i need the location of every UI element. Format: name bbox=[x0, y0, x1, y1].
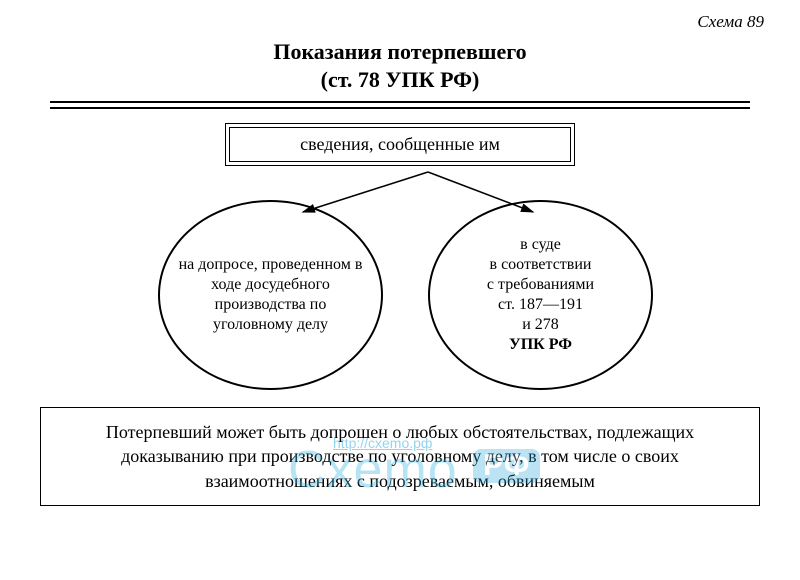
ellipse-right-line-3: ст. 187—191 bbox=[498, 296, 583, 313]
ellipse-interrogation: на допросе, проведенном в ходе досудебно… bbox=[158, 200, 383, 390]
ellipse-right-text: в суде в соответствии с требованиями ст.… bbox=[487, 235, 594, 355]
arrow-left bbox=[303, 172, 428, 212]
ellipse-left-text: на допросе, проведенном в ходе досудебно… bbox=[178, 255, 363, 335]
summary-text: Потерпевший может быть допрошен о любых … bbox=[106, 422, 694, 491]
page-title: Показания потерпевшего (ст. 78 УПК РФ) bbox=[28, 38, 772, 93]
ellipse-right-bold: УПК РФ bbox=[509, 336, 572, 353]
source-box: сведения, сообщенные им bbox=[229, 127, 571, 162]
ellipse-right-line-2: с требованиями bbox=[487, 276, 594, 293]
branches-area: http://cxemo.рф Cxemo РФ на допросе, про… bbox=[28, 170, 772, 405]
scheme-number: Схема 89 bbox=[28, 12, 772, 32]
ellipse-court: в суде в соответствии с требованиями ст.… bbox=[428, 200, 653, 390]
ellipse-right-line-0: в суде bbox=[520, 236, 561, 253]
summary-box: Потерпевший может быть допрошен о любых … bbox=[40, 407, 760, 506]
title-divider bbox=[50, 101, 750, 109]
ellipse-right-line-4: и 278 bbox=[522, 316, 559, 333]
source-box-text: сведения, сообщенные им bbox=[300, 134, 500, 154]
title-line-1: Показания потерпевшего bbox=[28, 38, 772, 66]
ellipse-right-line-1: в соответствии bbox=[490, 256, 592, 273]
title-line-2: (ст. 78 УПК РФ) bbox=[28, 66, 772, 94]
